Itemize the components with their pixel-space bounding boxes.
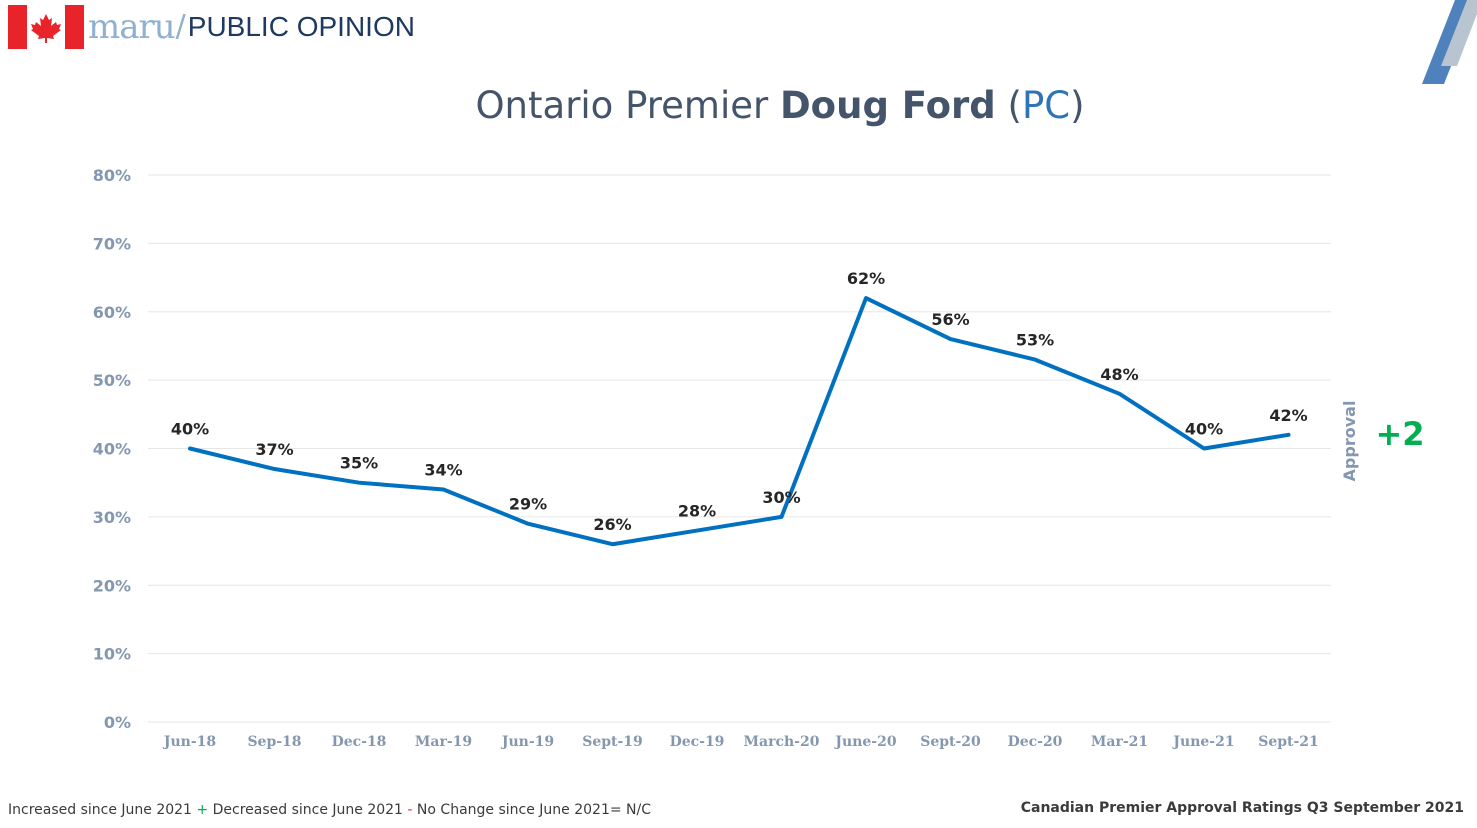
brand-separator: / [175,9,186,44]
x-tick-label: Sep-18 [247,734,301,750]
data-label: 35% [340,454,378,473]
footer-increased: Increased since June 2021 [8,802,197,818]
data-label: 40% [171,420,209,439]
brand-subtitle: PUBLIC OPINION [187,11,415,42]
y-tick-label: 70% [93,234,131,253]
x-tick-label: Sept-20 [920,734,981,750]
title-prefix: Ontario Premier [475,84,780,127]
change-indicator: +2 [1375,415,1424,453]
footer-minus-symbol: - [407,802,413,818]
brand-name: maru [88,7,176,47]
x-tick-label: Jun-19 [500,734,554,750]
chart-title: Ontario Premier Doug Ford (PC) [475,84,1085,127]
x-tick-label: Jun-18 [162,734,216,750]
approval-series-line [188,296,1291,547]
data-label: 56% [931,310,969,329]
data-label: 26% [593,515,631,534]
y-tick-label: 0% [104,713,131,732]
canada-flag-icon [8,5,84,49]
footer-source: Canadian Premier Approval Ratings Q3 Sep… [1020,800,1464,816]
footer-no-change: No Change since June 2021= N/C [412,802,652,818]
data-label: 28% [678,502,716,521]
corner-stripes-decoration [1422,0,1477,84]
y-tick-label: 20% [93,576,131,595]
data-label: 48% [1100,365,1138,384]
approval-axis-label: Approval [1340,401,1359,482]
x-tick-label: Dec-19 [670,734,725,750]
y-tick-label: 10% [93,645,131,664]
y-tick-label: 40% [93,440,131,459]
title-party: PC [1021,84,1071,127]
data-label: 62% [847,269,885,288]
data-label: 37% [255,440,293,459]
x-tick-label: Mar-19 [415,734,472,750]
y-tick-label: 80% [93,166,131,185]
footer-legend: Increased since June 2021 + Decreased si… [8,802,651,818]
footer-decreased: Decreased since June 2021 [208,802,408,818]
footer-plus-symbol: + [196,802,209,818]
x-tick-label: Dec-20 [1008,734,1063,750]
data-label: 29% [509,495,547,514]
x-tick-label: Mar-21 [1091,734,1148,750]
x-tick-label: March-20 [744,734,820,750]
data-label: 40% [1185,420,1223,439]
x-tick-label: June-21 [1171,734,1234,750]
data-label: 42% [1269,406,1307,425]
x-tick-label: Sept-19 [582,734,643,750]
title-name: Doug Ford [779,84,996,127]
y-tick-label: 60% [93,303,131,322]
data-label: 34% [424,461,462,480]
x-tick-label: June-20 [833,734,896,750]
y-tick-label: 50% [93,371,131,390]
data-label: 30% [762,488,800,507]
y-tick-label: 30% [93,508,131,527]
data-label: 53% [1016,331,1054,350]
x-tick-label: Dec-18 [332,734,387,750]
brand-logo: maru / PUBLIC OPINION [8,4,415,50]
x-tick-label: Sept-21 [1258,734,1319,750]
